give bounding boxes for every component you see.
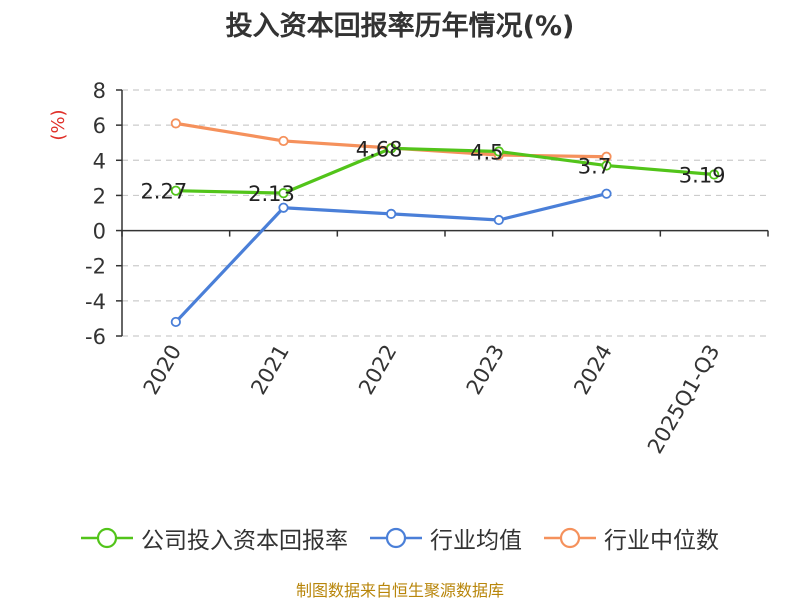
data-point bbox=[170, 118, 181, 129]
legend-label: 行业均值 bbox=[430, 528, 522, 554]
data-point bbox=[170, 185, 181, 196]
data-point bbox=[386, 208, 397, 219]
legend-label: 公司投入资本回报率 bbox=[141, 528, 348, 554]
x-tick-label: 2024 bbox=[569, 341, 617, 399]
data-label: 3.7 bbox=[578, 155, 611, 179]
data-label: 4.68 bbox=[356, 137, 403, 161]
legend-item[interactable]: 行业均值 bbox=[370, 521, 522, 555]
data-point bbox=[601, 160, 612, 171]
data-point bbox=[709, 169, 720, 180]
y-tick-label: -2 bbox=[85, 255, 106, 279]
legend-label: 行业中位数 bbox=[604, 528, 719, 554]
legend-line-icon bbox=[370, 527, 422, 549]
legend-line-icon bbox=[544, 527, 596, 549]
legend-item[interactable]: 公司投入资本回报率 bbox=[81, 521, 348, 555]
data-point bbox=[278, 188, 289, 199]
data-label: 4.5 bbox=[470, 141, 503, 165]
x-tick-label: 2021 bbox=[246, 341, 294, 399]
y-tick-label: 8 bbox=[93, 79, 106, 103]
legend-line-icon bbox=[81, 527, 133, 549]
y-tick-label: -6 bbox=[85, 325, 106, 349]
data-point bbox=[170, 316, 181, 328]
x-tick-label: 2023 bbox=[462, 341, 510, 399]
y-tick-label: -4 bbox=[85, 290, 106, 314]
series-line bbox=[175, 146, 715, 195]
data-point bbox=[386, 143, 397, 154]
data-label: 2.13 bbox=[248, 182, 295, 206]
chart-plot: 8 6 4 2 0 -2 -4 -6 (%) 2020 2021 2022 2023 2024 2025Q1… bbox=[48, 79, 769, 458]
y-tick-label: 4 bbox=[93, 149, 106, 173]
x-tick-label: 2020 bbox=[139, 341, 187, 399]
legend: 公司投入资本回报率 行业均值 行业中位数 bbox=[0, 518, 800, 558]
data-point bbox=[493, 214, 504, 226]
x-tick-label: 2022 bbox=[354, 341, 402, 399]
source-note: 制图数据来自恒生聚源数据库 bbox=[295, 581, 504, 600]
y-axis-label: (%) bbox=[48, 109, 69, 140]
y-tick-label: 6 bbox=[93, 114, 106, 138]
data-point bbox=[493, 146, 504, 157]
legend-item[interactable]: 行业中位数 bbox=[544, 521, 719, 555]
data-label: 2.27 bbox=[140, 180, 187, 204]
data-label: 3.19 bbox=[679, 164, 726, 188]
chart-title: 投入资本回报率历年情况(%) bbox=[225, 11, 575, 42]
data-point bbox=[278, 135, 289, 147]
y-tick-label: 2 bbox=[93, 184, 106, 208]
data-point bbox=[601, 188, 612, 199]
x-tick-label: 2025Q1-Q3 bbox=[643, 341, 725, 458]
data-point bbox=[278, 202, 289, 213]
y-tick-label: 0 bbox=[93, 220, 106, 244]
